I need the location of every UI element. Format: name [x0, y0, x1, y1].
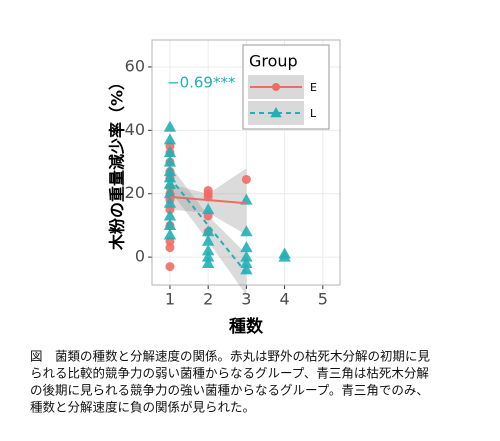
x-tick-label: 2 — [203, 290, 213, 309]
point — [163, 120, 177, 132]
point — [240, 263, 253, 275]
point — [241, 174, 251, 184]
point — [240, 193, 253, 205]
point — [163, 165, 177, 177]
point — [240, 241, 253, 253]
legend-marker — [270, 107, 282, 118]
legend-title: Group — [249, 52, 298, 71]
y-tick-label: 20 — [125, 183, 145, 202]
confidence-band — [169, 168, 247, 235]
point — [163, 146, 177, 158]
point — [163, 177, 177, 189]
y-axis-label: 木粉の重量減少率（%） — [108, 74, 127, 251]
annotation: −0.69*** — [167, 74, 236, 92]
point — [163, 133, 177, 145]
legend-label: E — [310, 81, 317, 94]
caption-line: 図 菌類の種数と分解速度の関係。赤丸は野外の枯死木分解の初期に見 — [30, 349, 431, 364]
point — [240, 256, 253, 268]
caption-line: 種数と分解速度に負の関係が見られた。 — [30, 400, 255, 415]
y-tick-label: 60 — [125, 56, 145, 75]
x-tick-label: 3 — [241, 290, 251, 309]
point — [163, 171, 177, 183]
x-tick-label: 5 — [318, 290, 328, 309]
legend-label: L — [310, 107, 317, 120]
point — [165, 262, 175, 272]
fit-line — [169, 177, 248, 274]
point — [201, 203, 215, 215]
panel-border — [151, 39, 341, 286]
x-tick-label: 1 — [165, 290, 175, 309]
point — [165, 243, 175, 253]
point — [163, 187, 177, 199]
point — [163, 228, 177, 240]
x-tick-label: 4 — [279, 290, 289, 309]
point — [240, 250, 253, 262]
caption-line: られる比較的競争力の弱い菌種からなるグループ、青三角は枯死木分解 — [30, 366, 429, 381]
point — [201, 256, 215, 268]
legend-marker — [272, 83, 280, 91]
point — [163, 196, 177, 208]
x-axis-label: 種数 — [229, 316, 264, 337]
point — [201, 234, 215, 246]
point — [163, 155, 177, 167]
y-tick-label: 0 — [135, 247, 145, 266]
point — [163, 218, 177, 230]
caption-line: の後期に見られる競争力の強い菌種からなるグループ。青三角でのみ、 — [30, 383, 429, 398]
point — [278, 250, 291, 262]
point — [163, 209, 177, 221]
point — [201, 244, 215, 256]
point — [201, 225, 215, 237]
point — [240, 225, 253, 237]
point — [201, 250, 215, 262]
fit-line — [169, 195, 247, 205]
y-tick-label: 40 — [125, 120, 145, 139]
